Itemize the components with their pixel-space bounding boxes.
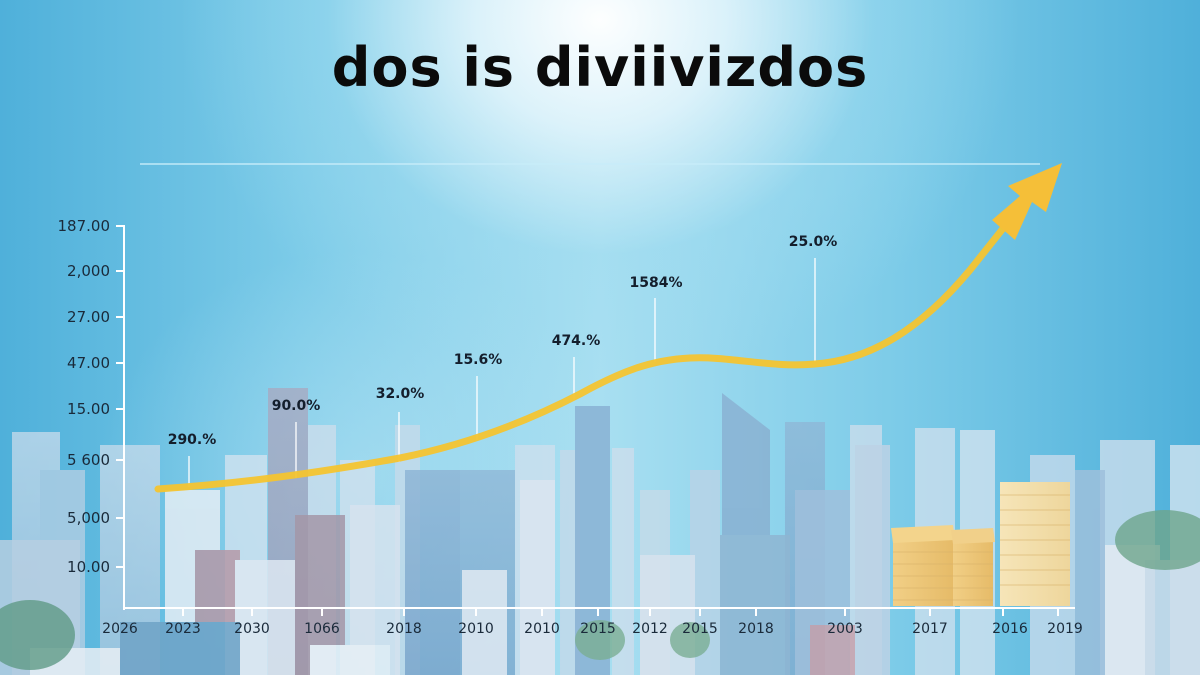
x-tick-label: 2010 xyxy=(458,621,494,637)
chart-title: dos is diviivizdos xyxy=(331,36,869,99)
x-tick-label: 2010 xyxy=(524,621,560,637)
x-tick-label: 1066 xyxy=(304,621,340,637)
x-tick-label: 2026 xyxy=(102,621,138,637)
y-tick-label: 5,000 xyxy=(67,509,110,527)
x-tick-label: 2015 xyxy=(580,621,616,637)
data-label: 32.0% xyxy=(375,386,425,402)
x-tick-label: 2019 xyxy=(1047,621,1083,637)
y-tick-label: 27.00 xyxy=(67,308,110,326)
label-leader-lines xyxy=(188,258,816,487)
y-tick-label: 15.00 xyxy=(67,400,110,418)
x-tick-label: 2015 xyxy=(682,621,718,637)
gold-building-bars xyxy=(891,482,1070,606)
tree-decoration xyxy=(0,510,1200,670)
data-label: 474.% xyxy=(551,333,601,349)
x-tick-label: 2012 xyxy=(632,621,668,637)
trend-arrow-icon xyxy=(992,163,1062,240)
y-tick-label: 10.00 xyxy=(67,558,110,576)
data-label: 15.6% xyxy=(453,352,503,368)
y-tick-label: 187.00 xyxy=(57,217,111,235)
chart-axes xyxy=(116,225,1075,616)
y-tick-label: 5 600 xyxy=(67,451,110,469)
y-tick-label: 47.00 xyxy=(67,354,110,372)
data-label: 290.% xyxy=(167,432,217,448)
data-label: 25.0% xyxy=(788,234,838,250)
x-tick-label: 2016 xyxy=(992,621,1028,637)
title-divider xyxy=(140,163,1040,165)
data-label: 90.0% xyxy=(271,398,321,414)
x-tick-label: 2018 xyxy=(738,621,774,637)
y-tick-label: 2,000 xyxy=(67,262,110,280)
skyline-front xyxy=(0,393,1200,675)
x-tick-label: 2030 xyxy=(234,621,270,637)
trend-line xyxy=(154,222,1009,493)
x-tick-label: 2003 xyxy=(827,621,863,637)
x-tick-label: 2017 xyxy=(912,621,948,637)
x-tick-label: 2018 xyxy=(386,621,422,637)
x-tick-label: 2023 xyxy=(165,621,201,637)
data-label: 1584% xyxy=(629,275,683,291)
